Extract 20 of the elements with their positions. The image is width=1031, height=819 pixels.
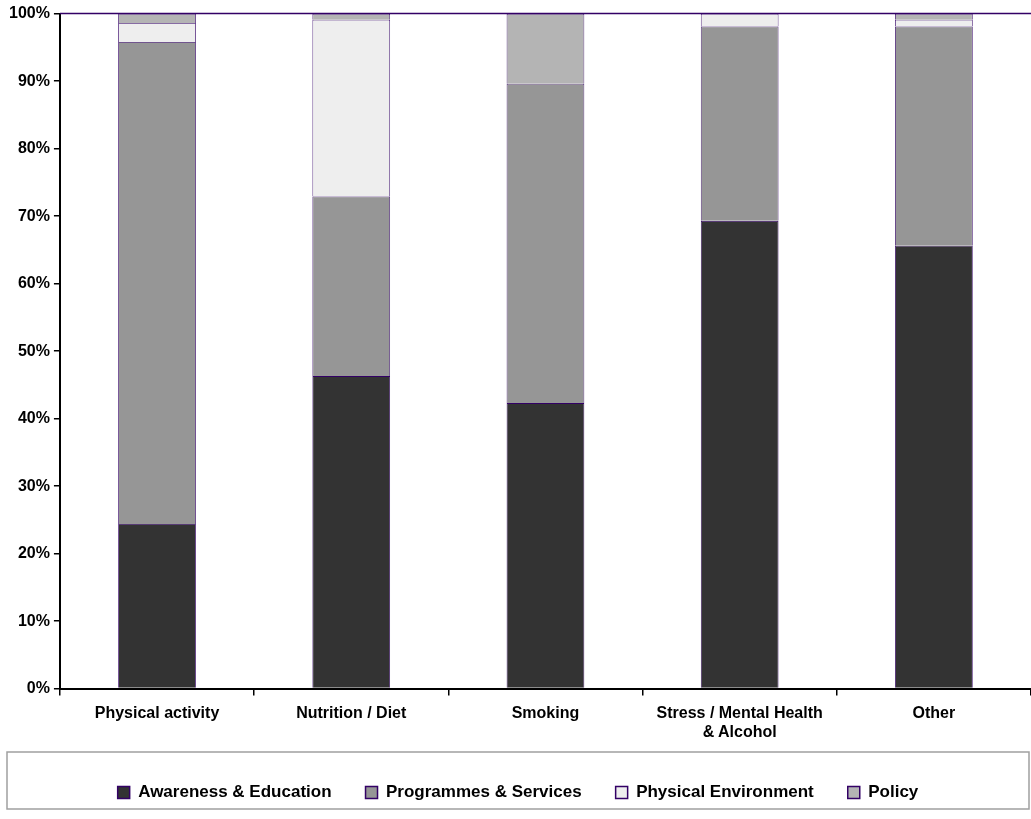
y-tick-label: 10%: [17, 611, 50, 629]
y-tick-label: 100%: [9, 4, 50, 22]
x-tick-label: Physical activity: [94, 703, 220, 721]
x-tick-label: Other: [912, 703, 956, 721]
y-tick-label: 40%: [17, 409, 50, 427]
x-tick-label: Smoking: [511, 703, 580, 721]
y-tick-label: 80%: [17, 139, 50, 157]
y-tick-label: 60%: [17, 274, 50, 292]
y-tick-label: 50%: [17, 341, 50, 359]
y-tick-label: 30%: [17, 476, 50, 494]
y-tick-label: 0%: [26, 679, 50, 697]
y-tick-label: 70%: [17, 206, 50, 224]
x-tick-label: Stress / Mental Health & Alcohol: [656, 703, 823, 740]
x-tick-label: Nutrition / Diet: [296, 703, 408, 721]
legend-label: Policy: [868, 782, 919, 802]
y-tick-label: 20%: [17, 544, 50, 562]
legend-label: Physical Environment: [636, 782, 815, 802]
legend-label: Awareness & Education: [138, 782, 332, 802]
y-tick-label: 90%: [17, 71, 50, 89]
legend-label: Programmes & Services: [386, 782, 582, 802]
